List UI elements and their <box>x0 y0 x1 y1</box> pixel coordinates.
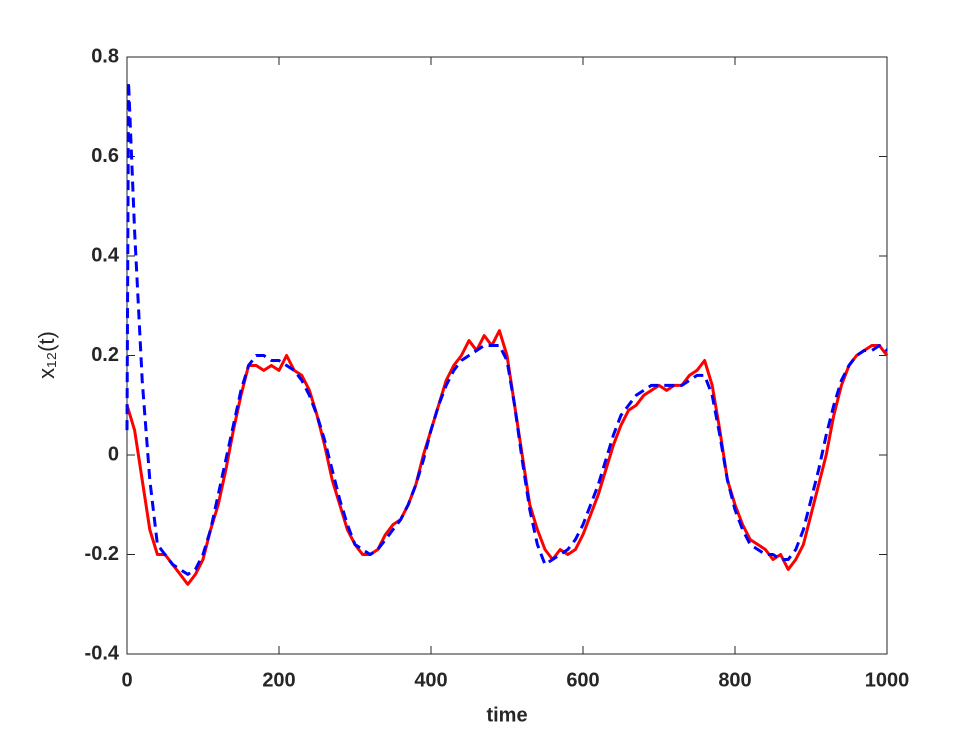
y-tick-label: 0.8 <box>91 45 119 67</box>
y-tick-label: 0.6 <box>91 145 119 167</box>
data-line <box>125 329 889 586</box>
x-tick-label: 200 <box>262 669 295 691</box>
y-tick-label: -0.4 <box>85 642 120 664</box>
x-tick-label: 1000 <box>865 669 910 691</box>
x-tick-label: 400 <box>414 669 447 691</box>
y-axis-label: x₁₂(t) <box>34 331 59 379</box>
y-tick-label: 0.2 <box>91 344 119 366</box>
y-tick-label: 0 <box>108 443 119 465</box>
x-axis-label: time <box>486 704 527 726</box>
x-tick-label: 0 <box>121 669 132 691</box>
y-tick-label: -0.2 <box>85 543 119 565</box>
data-line <box>125 80 888 576</box>
x-tick-label: 600 <box>566 669 599 691</box>
y-tick-label: 0.4 <box>91 244 120 266</box>
x-tick-label: 800 <box>718 669 751 691</box>
